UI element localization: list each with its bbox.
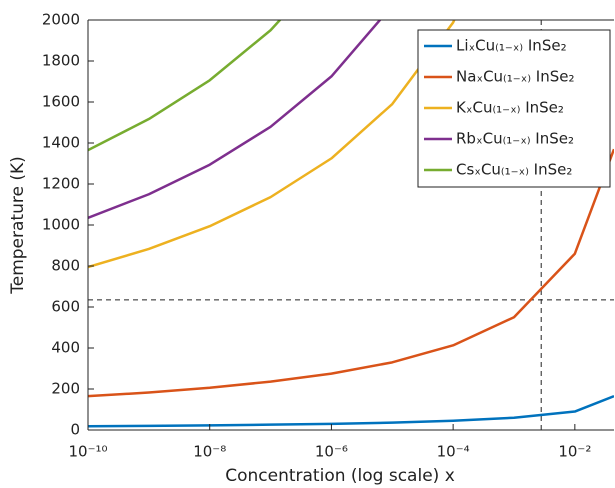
x-tick-label: 10⁻⁶: [315, 443, 348, 461]
series-line: [88, 20, 282, 152]
y-tick-label: 2000: [42, 11, 80, 29]
x-tick-label: 10⁻²: [558, 443, 591, 461]
x-tick-label: 10⁻⁴: [437, 443, 470, 461]
legend-label: NaₓCu₍₁₋ₓ₎ InSe₂: [456, 68, 574, 86]
y-tick-label: 1800: [42, 52, 80, 70]
y-tick-label: 400: [51, 339, 80, 357]
y-tick-label: 1200: [42, 175, 80, 193]
y-tick-label: 1400: [42, 134, 80, 152]
series-line: [88, 395, 614, 428]
y-tick-label: 600: [51, 298, 80, 316]
y-tick-label: 800: [51, 257, 80, 275]
legend-label: LiₓCu₍₁₋ₓ₎ InSe₂: [456, 37, 567, 55]
y-tick-label: 1600: [42, 93, 80, 111]
y-tick-label: 0: [70, 421, 80, 439]
series-line: [88, 20, 382, 219]
y-axis-label: Temperature (K): [8, 156, 28, 295]
y-tick-label: 200: [51, 380, 80, 398]
y-tick-label: 1000: [42, 216, 80, 234]
legend-label: RbₓCu₍₁₋ₓ₎ InSe₂: [456, 130, 574, 148]
x-tick-label: 10⁻⁸: [193, 443, 226, 461]
x-axis-label: Concentration (log scale) x: [225, 466, 455, 486]
series-line: [88, 148, 614, 398]
x-tick-label: 10⁻¹⁰: [68, 443, 107, 461]
legend-label: CsₓCu₍₁₋ₓ₎ InSe₂: [456, 161, 572, 179]
legend-label: KₓCu₍₁₋ₓ₎ InSe₂: [456, 99, 564, 117]
